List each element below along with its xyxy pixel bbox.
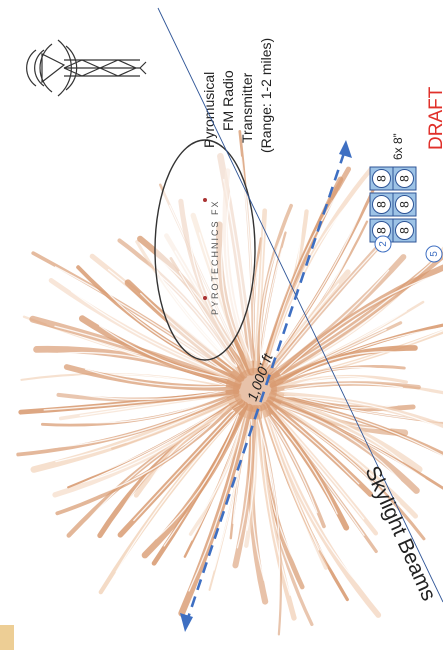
corner-graphic <box>0 625 14 650</box>
shell-cell: 8 <box>369 192 394 217</box>
burst-highlight <box>76 405 231 502</box>
burst-highlight <box>86 403 230 479</box>
transmitter-label: Pyromusical FM Radio Transmitter (Range:… <box>201 38 274 153</box>
shell-cell: 8 <box>392 192 417 217</box>
radio-tower-icon <box>26 39 147 97</box>
burst-highlight <box>259 418 291 596</box>
burst-highlight <box>284 382 403 391</box>
burst-highlight <box>41 397 227 449</box>
burst-highlight <box>283 395 443 430</box>
skylight-beams-label: Skylight Beams <box>360 463 440 605</box>
burst-highlight <box>270 414 338 515</box>
company-logo: PYROTECHNICS FX <box>154 139 256 361</box>
shell-count-badge-text: 2 <box>378 241 389 247</box>
shell-count-badge: 2 <box>374 235 392 253</box>
burst-highlight <box>252 253 262 361</box>
burst-highlight <box>196 416 244 521</box>
burst-highlight <box>70 290 230 377</box>
burst-highlight <box>236 419 253 549</box>
burst-highlight <box>279 405 401 482</box>
shell-cell-label: 8 <box>375 201 389 208</box>
burst-highlight <box>283 393 443 423</box>
shell-cell-label: 8 <box>398 227 412 234</box>
burst-highlight <box>276 409 360 485</box>
shell-cell-label: 8 <box>398 201 412 208</box>
burst-highlight <box>282 400 443 457</box>
shell-cell-label: 8 <box>375 227 389 234</box>
burst-highlight <box>284 366 391 387</box>
burst-highlight <box>283 351 400 384</box>
burst-highlight <box>269 203 365 365</box>
burst-highlight <box>98 325 228 380</box>
burst-highlight <box>259 223 289 362</box>
shell-group: 8 8 8 8 8 8 <box>369 166 417 243</box>
burst-highlight <box>115 413 238 573</box>
transmitter-line-3: Transmitter <box>239 72 255 143</box>
burst-highlight <box>95 278 232 374</box>
burst-highlight <box>278 254 441 373</box>
burst-highlight <box>155 414 240 540</box>
burst-highlight <box>268 415 367 594</box>
transmitter-line-2: FM Radio <box>220 70 236 131</box>
burst-highlight <box>62 394 227 424</box>
burst-highlight <box>268 190 361 365</box>
shell-cell: 8 <box>369 166 394 191</box>
shell-cell-label: 8 <box>398 175 412 182</box>
shell-cell: 8 <box>369 218 394 243</box>
burst-highlight <box>265 417 320 551</box>
burst-highlight <box>74 403 230 486</box>
burst-highlight <box>273 248 378 368</box>
burst-highlight <box>267 416 318 514</box>
burst-highlight <box>273 412 365 520</box>
skylight-beam-line <box>157 7 443 603</box>
burst-highlight <box>279 273 439 375</box>
shell-cell: 8 <box>392 218 417 243</box>
burst-highlight <box>84 368 226 388</box>
draft-label: DRAFT <box>426 86 443 150</box>
shell-cell-label: 8 <box>375 175 389 182</box>
burst-highlight <box>257 419 281 611</box>
shell-cell: 8 <box>392 166 417 191</box>
burst-highlight <box>276 409 408 525</box>
burst-highlight <box>133 411 236 522</box>
burst-core <box>233 368 277 412</box>
shell-position-badge: 5 <box>425 245 443 263</box>
transmitter-line-1: Pyromusical <box>201 72 217 148</box>
burst-highlight <box>188 417 247 592</box>
shell-position-badge-text: 5 <box>429 251 440 257</box>
burst-highlight <box>77 390 226 401</box>
transmitter-line-4: (Range: 1-2 miles) <box>258 38 274 153</box>
shell-size-label: 6x 8” <box>391 133 405 160</box>
burst-highlight <box>44 373 226 390</box>
company-logo-text: PYROTECHNICS FX <box>210 199 220 315</box>
